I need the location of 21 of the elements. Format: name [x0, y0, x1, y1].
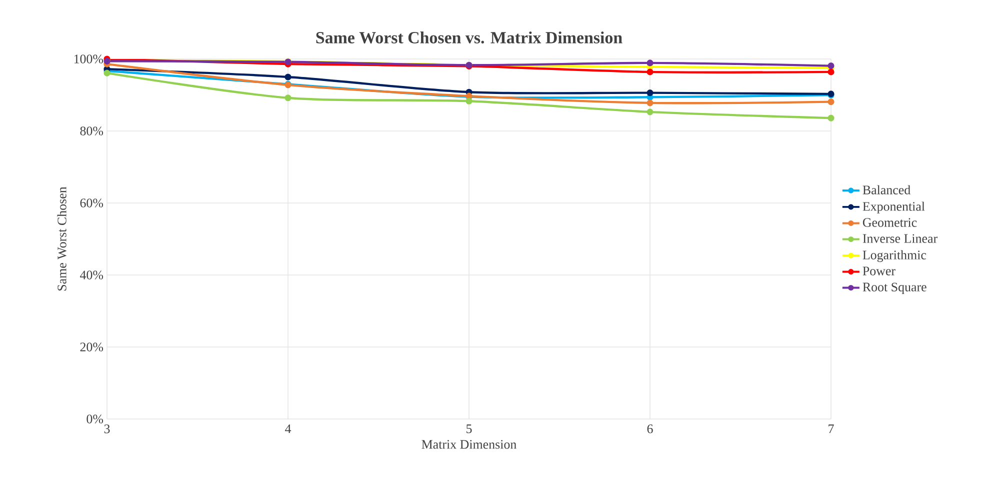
x-tick-label: 4 [285, 424, 292, 434]
x-axis-title: Matrix Dimension [422, 440, 516, 449]
legend-label: Inverse Linear [862, 234, 938, 243]
legend-label: Geometric [862, 218, 917, 227]
y-tick-label: 40% [80, 270, 104, 280]
legend-label: Root Square [862, 282, 926, 294]
x-tick-label: 3 [104, 424, 110, 434]
y-tick-label: 0% [86, 414, 104, 424]
y-axis-title: Same Worst Chosen [57, 186, 66, 290]
legend-label: Balanced [862, 185, 910, 194]
x-tick-label: 6 [647, 424, 653, 434]
legend-label: Logarithmic [862, 250, 926, 262]
legend-label: Exponential [862, 202, 925, 214]
y-tick-label: 80% [80, 126, 104, 136]
x-tick-label: 7 [828, 424, 834, 433]
y-tick-label: 20% [80, 342, 104, 352]
chart-title: Same Worst Chosen vs. Matrix Dimension [316, 31, 622, 44]
legend-label: Power [862, 266, 896, 276]
y-tick-label: 60% [80, 198, 104, 208]
y-tick-label: 100% [74, 54, 104, 64]
x-tick-label: 5 [466, 424, 472, 434]
